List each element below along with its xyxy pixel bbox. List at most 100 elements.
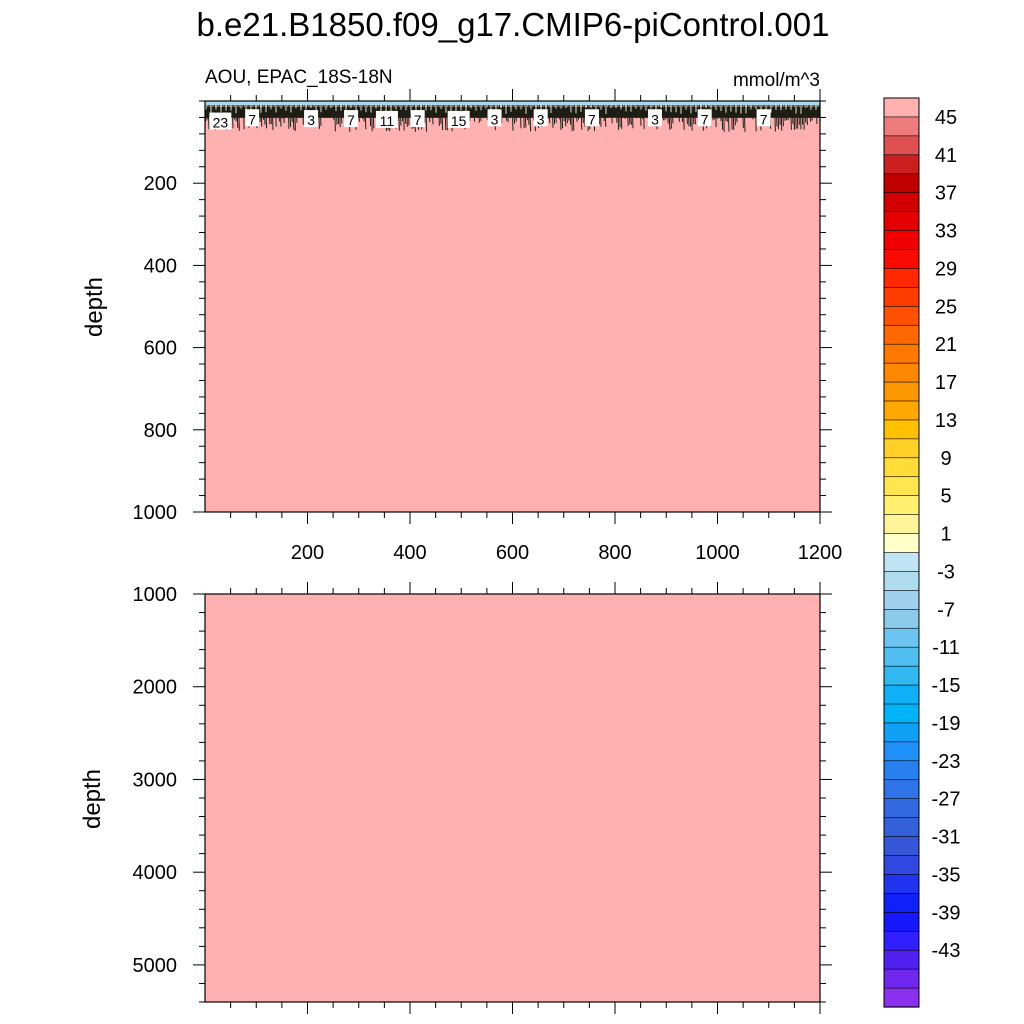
lower-ytick-label-3: 4000 <box>133 862 178 884</box>
upper-ytick-label-3: 800 <box>144 420 177 442</box>
contour-label-box-3 <box>344 110 359 128</box>
colorbar-box-18 <box>883 438 920 459</box>
colorbar-box-5 <box>883 192 920 213</box>
contour-label-5: 7 <box>414 112 422 128</box>
colorbar-box-35 <box>883 760 920 781</box>
lower-y-axis-label: depth <box>79 769 106 829</box>
contour-label-7: 3 <box>491 111 499 127</box>
colorbar-box-40 <box>883 855 920 876</box>
lower-ytick-label-1: 2000 <box>133 677 178 699</box>
contour-label-4: 11 <box>380 113 395 129</box>
colorbar-box-12 <box>883 324 920 345</box>
colorbar-box-6 <box>883 211 920 232</box>
colorbar-label-2: 37 <box>935 183 957 205</box>
contour-label-12: 7 <box>760 111 768 127</box>
colorbar-label-17: -23 <box>932 751 961 773</box>
colorbar-box-39 <box>883 836 920 857</box>
upper-xtick-label-5: 1200 <box>798 542 843 564</box>
colorbar-label-11: 1 <box>940 524 951 546</box>
contour-label-1: 7 <box>248 111 256 127</box>
lower-ytick-label-0: 1000 <box>133 584 178 606</box>
upper-ytick-label-0: 200 <box>144 173 177 195</box>
colorbar-box-46 <box>883 968 920 989</box>
colorbar-label-13: -7 <box>937 599 955 621</box>
colorbar-box-45 <box>883 949 920 970</box>
colorbar-label-4: 29 <box>935 258 957 280</box>
colorbar-label-18: -27 <box>932 789 961 811</box>
colorbar-label-5: 25 <box>935 296 957 318</box>
colorbar-label-21: -39 <box>932 902 961 924</box>
colorbar-box-1 <box>883 116 920 137</box>
lower-ytick-label-4: 5000 <box>133 955 178 977</box>
contour-label-9: 7 <box>588 111 596 127</box>
colorbar-label-15: -15 <box>932 675 961 697</box>
colorbar-box-37 <box>883 798 920 819</box>
colorbar-box-33 <box>883 722 920 743</box>
colorbar-box-30 <box>883 665 920 686</box>
upper-surface-layer <box>205 101 820 106</box>
upper-xtick-label-4: 1000 <box>695 542 740 564</box>
colorbar-box-32 <box>883 703 920 724</box>
contour-label-box-5 <box>410 110 425 128</box>
contour-label-8: 3 <box>537 111 545 127</box>
colorbar-box-2 <box>883 135 920 156</box>
lower-field-fill <box>205 594 820 1002</box>
contour-label-box-8 <box>533 109 548 127</box>
colorbar-box-15 <box>883 381 920 402</box>
colorbar-box-10 <box>883 287 920 307</box>
contour-label-3: 7 <box>347 112 355 128</box>
colorbar-box-44 <box>883 930 920 951</box>
colorbar-label-20: -35 <box>932 864 961 886</box>
colorbar-box-11 <box>883 306 920 326</box>
lower-panel: 1000 2000 3000 4000 5000 <box>133 582 832 1014</box>
colorbar-label-22: -43 <box>932 940 961 962</box>
contour-label-box-10 <box>647 109 662 127</box>
colorbar-box-25 <box>883 571 920 591</box>
colorbar-label-8: 13 <box>935 410 957 432</box>
colorbar-box-9 <box>883 268 920 288</box>
contour-label-6: 15 <box>451 113 467 129</box>
contour-label-box-1 <box>245 109 260 127</box>
colorbar-box-47 <box>883 987 920 1008</box>
colorbar-box-8 <box>883 249 920 270</box>
colorbar-box-31 <box>883 684 920 705</box>
colorbar-box-22 <box>883 514 920 535</box>
upper-ytick-label-1: 400 <box>144 255 177 277</box>
colorbar-box-14 <box>883 362 920 383</box>
contour-label-box-4 <box>375 110 398 128</box>
colorbar-box-16 <box>883 400 920 421</box>
colorbar-frame <box>883 97 920 1008</box>
upper-ytick-label-4: 1000 <box>133 502 178 524</box>
upper-y-axis-label: depth <box>81 277 108 337</box>
colorbar-box-4 <box>883 173 920 194</box>
lower-ytick-label-2: 3000 <box>133 769 178 791</box>
contour-label-box-6 <box>447 110 470 128</box>
colorbar-label-1: 41 <box>935 145 957 167</box>
colorbar-box-21 <box>883 495 920 516</box>
upper-panel: 23 7 3 7 11 7 15 3 3 7 3 7 7 200 400 600 800 1000 200 400 60… <box>133 89 843 564</box>
colorbar-label-7: 17 <box>935 372 957 394</box>
contour-label-10: 3 <box>651 111 659 127</box>
colorbar-box-17 <box>883 419 920 440</box>
chart-subtitle-left: AOU, EPAC_18S-18N <box>205 67 393 88</box>
contour-label-box-7 <box>487 109 502 127</box>
colorbar-label-16: -19 <box>932 713 961 735</box>
colorbar-label-12: -3 <box>937 561 955 583</box>
colorbar-box-36 <box>883 779 920 800</box>
colorbar-box-0 <box>883 97 920 118</box>
colorbar-box-27 <box>883 609 920 629</box>
colorbar-box-3 <box>883 154 920 175</box>
colorbar-box-13 <box>883 343 920 364</box>
colorbar-label-19: -31 <box>932 827 961 849</box>
chart-title: b.e21.B1850.f09_g17.CMIP6-piControl.001 <box>197 6 830 43</box>
contour-label-11: 7 <box>701 111 709 127</box>
chart-units: mmol/m^3 <box>733 70 820 91</box>
colorbar-box-24 <box>883 552 920 573</box>
colorbar-label-6: 21 <box>935 334 957 356</box>
colorbar-label-10: 5 <box>940 486 951 508</box>
upper-xtick-label-0: 200 <box>291 542 324 564</box>
colorbar-label-0: 45 <box>935 107 957 129</box>
upper-field-fill <box>205 101 820 512</box>
colorbar-box-19 <box>883 457 920 478</box>
contour-label-box-0 <box>209 112 232 130</box>
